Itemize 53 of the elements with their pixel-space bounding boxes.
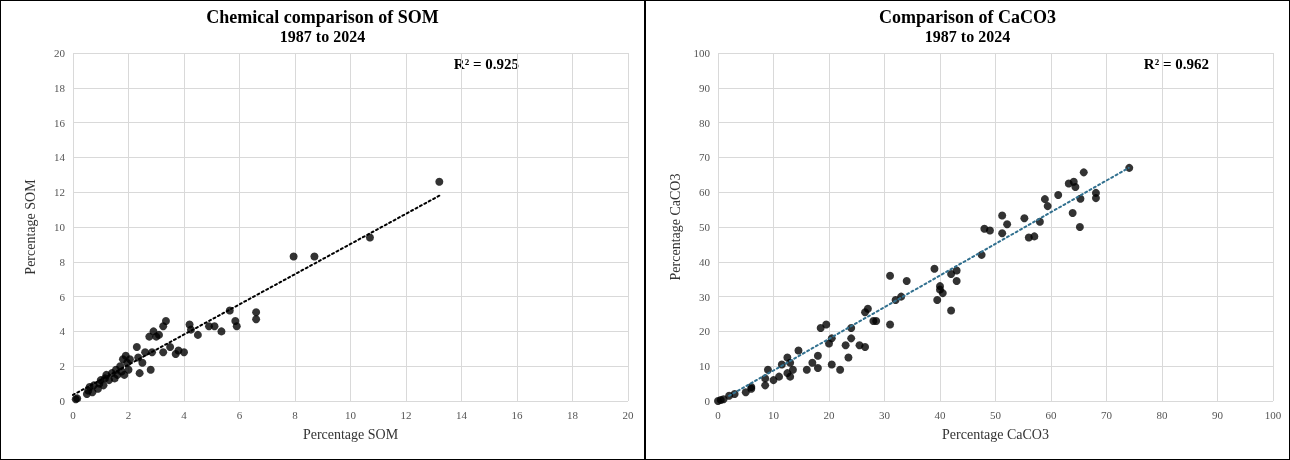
y-tick-label: 2 xyxy=(59,360,65,373)
y-tick-label: 18 xyxy=(54,81,66,94)
x-tick-label: 20 xyxy=(823,408,835,421)
y-tick-label: 90 xyxy=(699,81,711,94)
x-tick-label: 0 xyxy=(70,408,77,421)
x-tick-label: 30 xyxy=(879,408,891,421)
y-tick-label: 80 xyxy=(699,116,711,129)
y-tick-label: 60 xyxy=(699,186,711,199)
y-tick-label: 30 xyxy=(699,290,711,303)
x-tick-label: 16 xyxy=(511,408,523,421)
x-tick-label: 60 xyxy=(1045,408,1057,421)
y-tick-label: 10 xyxy=(54,221,66,233)
x-tick-label: 10 xyxy=(768,408,780,421)
chart-title: Chemical comparison of SOM xyxy=(206,7,439,27)
x-tick-label: 70 xyxy=(1101,408,1113,421)
x-tick-label: 100 xyxy=(1264,408,1282,421)
y-tick-label: 14 xyxy=(54,151,66,164)
y-axis-title: Percentage CaCO3 xyxy=(667,173,683,281)
y-tick-label: 20 xyxy=(54,47,66,59)
x-tick-label: 8 xyxy=(292,408,299,421)
x-tick-label: 20 xyxy=(622,408,634,421)
y-tick-label: 70 xyxy=(699,151,711,164)
y-tick-label: 10 xyxy=(699,360,711,373)
x-tick-label: 80 xyxy=(1156,408,1168,421)
chart-subtitle: 1987 to 2024 xyxy=(924,27,1011,45)
y-tick-label: 4 xyxy=(59,325,66,338)
y-tick-label: 12 xyxy=(54,186,65,199)
y-tick-label: 0 xyxy=(704,395,711,407)
x-axis-title: Percentage CaCO3 xyxy=(942,426,1049,442)
chart-subtitle: 1987 to 2024 xyxy=(279,27,366,45)
chart-title: Comparison of CaCO3 xyxy=(878,7,1057,27)
y-tick-label: 100 xyxy=(693,47,711,59)
x-tick-label: 50 xyxy=(990,408,1002,421)
x-tick-label: 90 xyxy=(1212,408,1224,421)
x-tick-label: 40 xyxy=(934,408,946,421)
y-tick-label: 50 xyxy=(699,221,711,233)
y-tick-label: 8 xyxy=(59,255,66,268)
annotation: R² = 0.962 xyxy=(1143,55,1210,72)
x-tick-label: 18 xyxy=(567,408,579,421)
x-axis-title: Percentage SOM xyxy=(302,426,399,442)
x-tick-label: 6 xyxy=(236,408,243,421)
y-tick-label: 6 xyxy=(59,290,66,303)
y-tick-label: 16 xyxy=(54,116,66,129)
x-tick-label: 10 xyxy=(345,408,357,421)
x-tick-label: 4 xyxy=(181,408,188,421)
y-tick-label: 20 xyxy=(699,325,711,338)
y-tick-label: 40 xyxy=(699,255,711,268)
y-axis-title: Percentage SOM xyxy=(22,178,38,275)
x-tick-label: 14 xyxy=(456,408,468,421)
x-tick-label: 0 xyxy=(715,408,722,421)
x-tick-label: 12 xyxy=(400,408,412,421)
y-tick-label: 0 xyxy=(59,395,66,407)
x-tick-label: 2 xyxy=(125,408,132,421)
